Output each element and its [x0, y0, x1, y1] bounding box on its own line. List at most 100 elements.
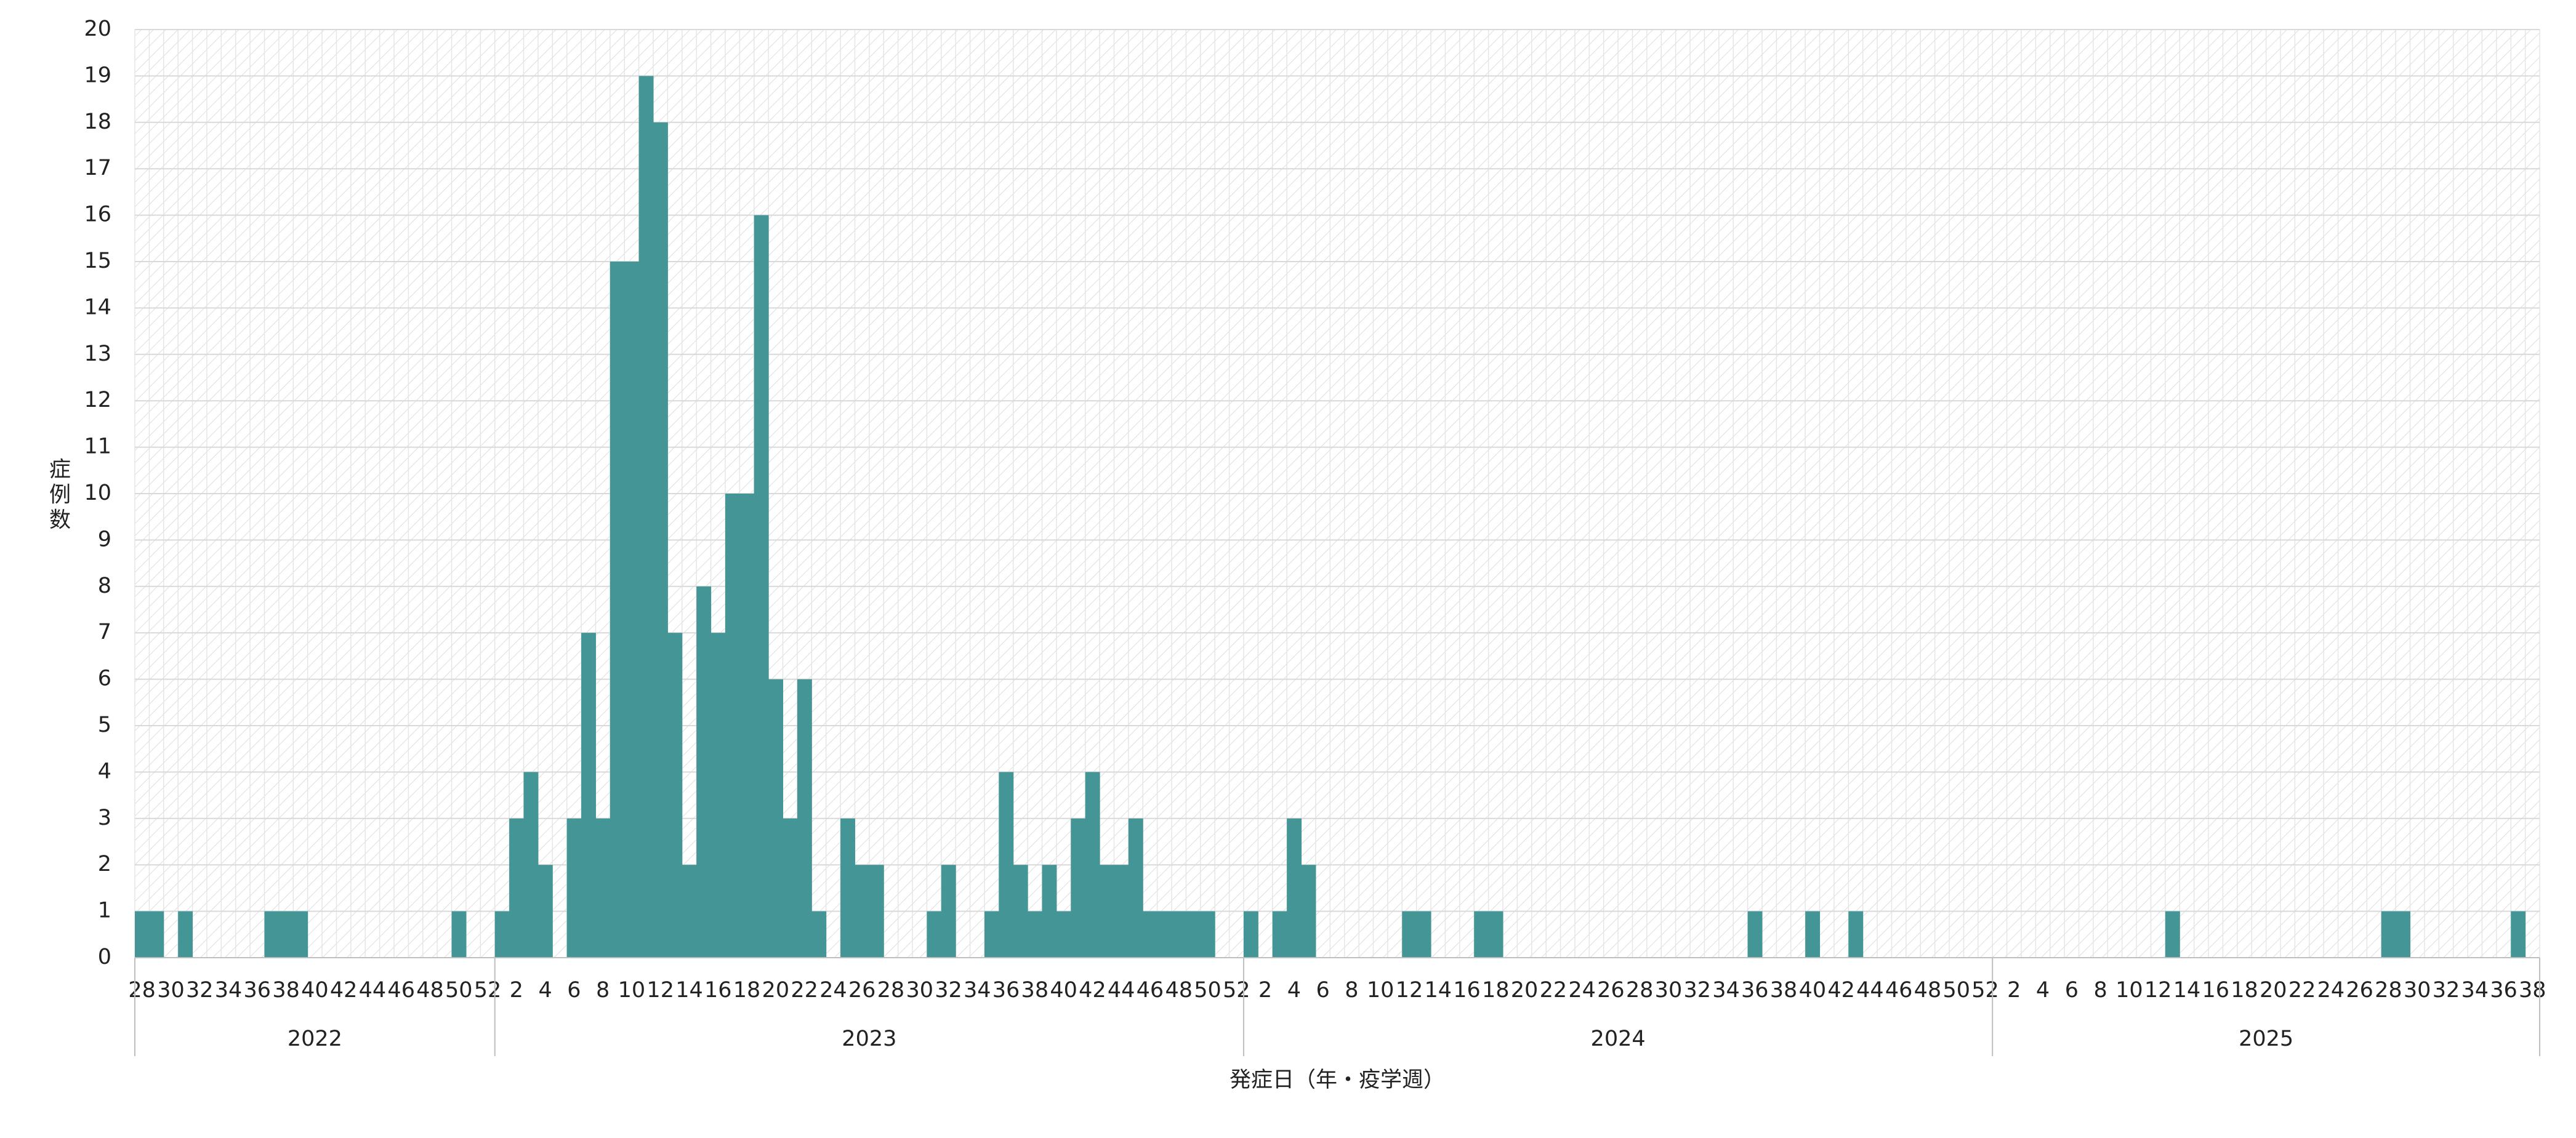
- y-tick-label: 5: [98, 713, 111, 737]
- y-tick-label: 1: [98, 899, 111, 923]
- x-tick-label: 18: [1482, 978, 1510, 1003]
- bar: [624, 262, 640, 958]
- bar: [725, 494, 740, 958]
- bar: [696, 586, 712, 958]
- bar: [710, 633, 726, 958]
- x-tick-label: 2: [1258, 978, 1272, 1003]
- bar: [1200, 911, 1215, 958]
- x-tick-label: 34: [2461, 978, 2489, 1003]
- x-tick-label: 48: [416, 978, 444, 1003]
- bar: [1402, 911, 1417, 958]
- x-tick-label: 42: [1079, 978, 1106, 1003]
- bar: [2396, 911, 2410, 958]
- x-tick-label: 46: [1137, 978, 1164, 1003]
- x-tick-label: 36: [244, 978, 272, 1003]
- x-tick-label: 30: [157, 978, 185, 1003]
- x-tick-label: 32: [1683, 978, 1711, 1003]
- x-tick-label: 52: [1971, 978, 1999, 1003]
- bar: [1114, 865, 1129, 958]
- bar: [1805, 911, 1821, 958]
- x-tick-label: 48: [1165, 978, 1193, 1003]
- y-tick-label: 11: [84, 435, 111, 459]
- x-tick-label: 48: [1914, 978, 1942, 1003]
- y-tick-label: 13: [84, 342, 111, 366]
- x-tick-label: 30: [906, 978, 933, 1003]
- x-tick-label: 22: [791, 978, 818, 1003]
- bar: [149, 911, 164, 958]
- y-tick-label: 12: [84, 388, 111, 412]
- x-tick-label: 6: [1316, 978, 1329, 1003]
- x-tick-label: 24: [819, 978, 847, 1003]
- y-tick-label: 18: [84, 110, 111, 134]
- x-tick-label: 14: [675, 978, 703, 1003]
- x-tick-label: 50: [1194, 978, 1222, 1003]
- x-tick-label: 38: [272, 978, 300, 1003]
- x-tick-label: 34: [215, 978, 243, 1003]
- x-tick-label: 12: [646, 978, 674, 1003]
- bar: [1747, 911, 1763, 958]
- bar: [1157, 911, 1172, 958]
- x-tick-label: 46: [387, 978, 415, 1003]
- bar: [1071, 818, 1086, 958]
- x-tick-label: 36: [992, 978, 1020, 1003]
- bar: [1056, 911, 1071, 958]
- bar: [581, 633, 596, 958]
- bar: [264, 911, 280, 958]
- x-tick-label: 8: [1345, 978, 1358, 1003]
- x-tick-label: 26: [1597, 978, 1625, 1003]
- x-tick-label: 32: [186, 978, 214, 1003]
- y-tick-label: 19: [84, 63, 111, 87]
- x-tick-label: 34: [964, 978, 991, 1003]
- bar: [1143, 911, 1158, 958]
- bar: [1272, 911, 1287, 958]
- x-tick-label: 36: [1741, 978, 1769, 1003]
- x-tick-label: 32: [935, 978, 962, 1003]
- x-tick-label: 40: [301, 978, 329, 1003]
- x-tick-label: 38: [1021, 978, 1049, 1003]
- x-tick-label: 32: [2433, 978, 2460, 1003]
- x-tick-label: 8: [596, 978, 610, 1003]
- bar: [855, 865, 870, 958]
- x-tick-label: 16: [2202, 978, 2229, 1003]
- bar: [1416, 911, 1431, 958]
- y-tick-label: 2: [98, 852, 111, 876]
- bar: [537, 865, 553, 958]
- x-tick-label: 40: [1050, 978, 1077, 1003]
- x-tick-label: 2: [510, 978, 523, 1003]
- bar: [984, 911, 999, 958]
- x-tick-label: 38: [1770, 978, 1798, 1003]
- y-axis-title: 症例数: [46, 457, 70, 533]
- year-label: 2023: [842, 1027, 896, 1051]
- bar: [178, 911, 193, 958]
- x-tick-label: 26: [2346, 978, 2373, 1003]
- bar: [278, 911, 294, 958]
- bar: [667, 633, 683, 958]
- x-tick-label: 24: [2317, 978, 2345, 1003]
- bar: [610, 262, 625, 958]
- bar: [494, 911, 510, 958]
- x-tick-label: 12: [1396, 978, 1423, 1003]
- bar: [451, 911, 467, 958]
- x-tick-label: 52: [1223, 978, 1250, 1003]
- x-tick-label: 36: [2490, 978, 2518, 1003]
- y-tick-label: 17: [84, 156, 111, 180]
- x-tick-label: 28: [128, 978, 156, 1003]
- y-tick-label: 7: [98, 620, 111, 644]
- x-tick-label: 16: [704, 978, 732, 1003]
- x-tick-label: 12: [2144, 978, 2172, 1003]
- year-label: 2025: [2239, 1027, 2293, 1051]
- x-tick-label: 20: [762, 978, 790, 1003]
- x-tick-label: 42: [1827, 978, 1855, 1003]
- bar: [840, 818, 855, 958]
- x-tick-label: 20: [1511, 978, 1539, 1003]
- bar: [135, 911, 150, 958]
- x-tick-label: 26: [848, 978, 876, 1003]
- bar: [927, 911, 942, 958]
- x-tick-label: 14: [1424, 978, 1452, 1003]
- x-tick-label: 44: [359, 978, 387, 1003]
- x-tick-label: 38: [2519, 978, 2546, 1003]
- y-tick-label: 20: [84, 17, 111, 41]
- x-tick-label: 52: [474, 978, 502, 1003]
- x-tick-label: 28: [877, 978, 905, 1003]
